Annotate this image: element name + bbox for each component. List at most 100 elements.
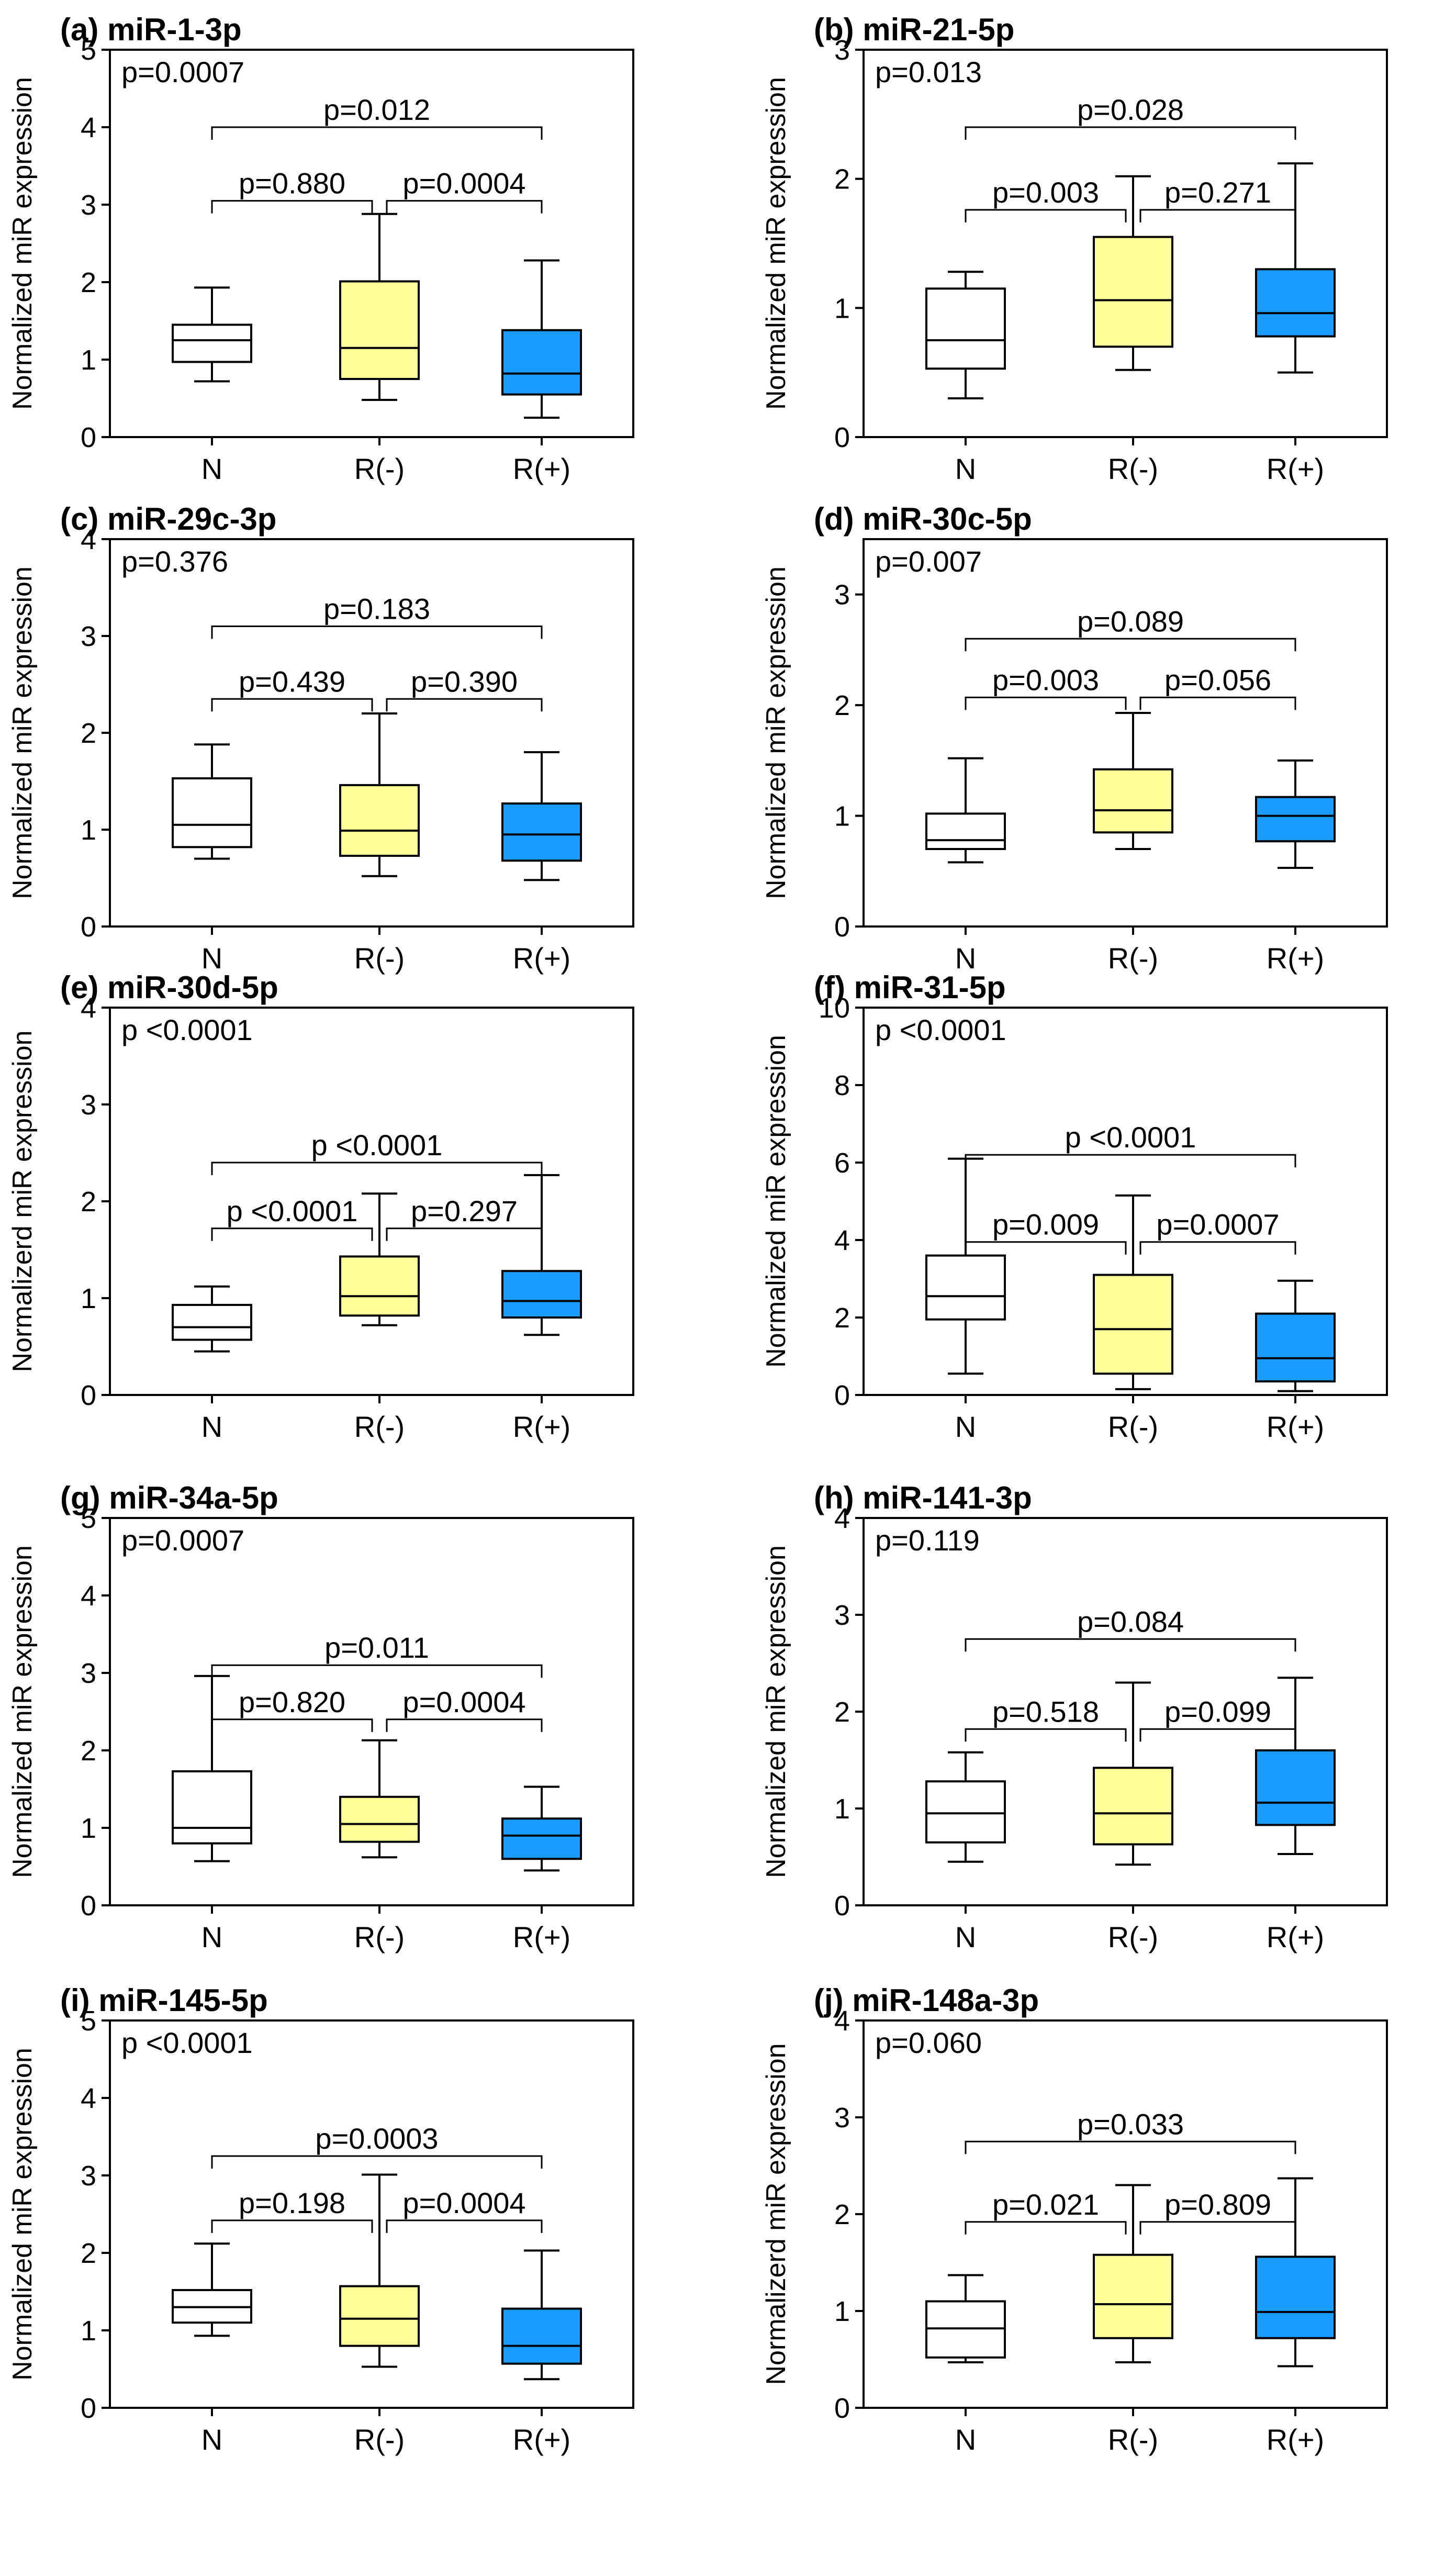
y-axis-label: Normalized miR expression — [7, 566, 38, 899]
y-tick-label: 2 — [834, 1696, 850, 1728]
comparison-bracket: p=0.084 — [965, 1605, 1296, 1652]
x-tick-label: R(+) — [1267, 2423, 1324, 2456]
bracket-line — [386, 1718, 543, 1732]
x-tick-label: R(-) — [1108, 452, 1158, 485]
x-tick-label: N — [955, 942, 976, 975]
comparison-p-value: p=0.009 — [992, 1208, 1099, 1241]
bracket-line — [386, 1227, 543, 1241]
y-tick-label: 3 — [834, 1600, 850, 1631]
box-r — [339, 2173, 420, 2368]
comparison-p-value: p=0.084 — [1077, 1605, 1184, 1638]
box-iqr — [1255, 2256, 1336, 2339]
comparison-p-value: p=0.003 — [992, 663, 1099, 696]
comparison-p-value: p=0.089 — [1077, 605, 1184, 638]
bracket-line — [965, 1638, 1296, 1652]
x-tick-label: R(-) — [354, 1921, 405, 1953]
box-iqr — [1093, 1767, 1173, 1846]
y-tick-label: 0 — [81, 911, 96, 943]
box-r — [1093, 2184, 1173, 2364]
y-axis-label: Normalized miR expression — [761, 77, 791, 410]
box-iqr — [172, 1303, 252, 1341]
panel-title: (i) miR-145-5p — [60, 1983, 268, 2018]
comparison-bracket: p=0.033 — [965, 2107, 1296, 2154]
y-axis-label: Normalized miR expression — [761, 566, 791, 899]
bracket-line — [211, 126, 543, 140]
comparison-bracket: p=0.009 — [965, 1208, 1127, 1255]
y-tick-label: 4 — [834, 2005, 850, 2037]
comparison-p-value: p <0.0001 — [227, 1194, 358, 1227]
box-r — [1093, 711, 1173, 850]
comparison-bracket: p=0.021 — [965, 2188, 1127, 2235]
y-tick-label: 2 — [81, 267, 96, 298]
y-tick-label: 3 — [81, 1658, 96, 1689]
x-tick-label: N — [955, 2423, 976, 2456]
bracket-line — [965, 2221, 1127, 2235]
y-tick-label: 5 — [81, 35, 96, 66]
box-r — [339, 1192, 420, 1326]
y-tick-label: 3 — [81, 1089, 96, 1121]
panel-d-mir-30c-5p: (d) miR-30c-5p Normalized miR expression 0… — [761, 501, 1388, 975]
x-tick-label: N — [201, 1921, 222, 1953]
y-tick-label: 0 — [834, 1890, 850, 1922]
y-tick-label: 3 — [81, 189, 96, 221]
overall-p-value: p=0.0007 — [121, 55, 244, 88]
y-tick-label: 4 — [81, 112, 96, 143]
box-n — [172, 1285, 252, 1353]
bracket-line — [386, 2219, 543, 2233]
y-tick-label: 4 — [81, 2083, 96, 2114]
bracket-line — [386, 200, 543, 214]
panel-b-mir-21-5p: (b) miR-21-5p Normalized miR expression 0 1… — [761, 12, 1388, 485]
box-iqr — [172, 1770, 252, 1845]
box-n — [925, 1157, 1006, 1375]
y-tick-label: 3 — [81, 621, 96, 652]
plot-frame — [109, 49, 634, 438]
y-axis-label: Normalized miR expression — [761, 1545, 791, 1878]
y-tick-label: 1 — [81, 814, 96, 846]
bracket-line — [965, 696, 1127, 710]
box-iqr — [339, 280, 420, 381]
comparison-p-value: p=0.390 — [411, 665, 518, 698]
overall-p-value: p=0.0007 — [121, 1524, 244, 1557]
comparison-bracket: p=0.003 — [965, 663, 1127, 710]
box-r — [339, 213, 420, 401]
panel-title: (j) miR-148a-3p — [814, 1983, 1039, 2018]
x-tick-label: R(-) — [1108, 942, 1158, 975]
box-r — [1093, 175, 1173, 371]
comparison-bracket: p=0.0004 — [386, 2186, 543, 2233]
box-iqr — [501, 2307, 582, 2365]
bracket-line — [211, 1227, 373, 1241]
bracket-line — [965, 1154, 1296, 1168]
comparison-p-value: p=0.033 — [1077, 2107, 1184, 2140]
box-r — [1255, 759, 1336, 869]
comparison-bracket: p=0.0007 — [1139, 1208, 1296, 1255]
box-n — [925, 2274, 1006, 2364]
comparison-bracket: p=0.012 — [211, 93, 543, 140]
box-iqr — [501, 1270, 582, 1319]
comparison-bracket: p <0.0001 — [211, 1194, 373, 1241]
x-tick-label: R(+) — [513, 1410, 570, 1443]
x-tick-label: N — [955, 1410, 976, 1443]
comparison-p-value: p=0.0004 — [402, 167, 525, 200]
comparison-bracket: p=0.0004 — [386, 1685, 543, 1732]
y-tick-label: 0 — [834, 911, 850, 943]
comparison-bracket: p=0.0004 — [386, 167, 543, 214]
y-tick-label: 4 — [81, 992, 96, 1024]
y-axis-label: Normalizerd miR expression — [7, 1030, 38, 1372]
panel-title: (f) miR-31-5p — [814, 970, 1006, 1005]
panel-title: (e) miR-30d-5p — [60, 970, 278, 1005]
comparison-p-value: p=0.0003 — [315, 2122, 438, 2155]
box-n — [925, 1751, 1006, 1863]
y-tick-label: 1 — [81, 344, 96, 376]
box-r — [501, 1174, 582, 1336]
y-tick-label: 1 — [834, 2296, 850, 2327]
comparison-bracket: p=0.820 — [211, 1685, 373, 1732]
bracket-line — [211, 626, 543, 639]
x-tick-label: R(+) — [1267, 1921, 1324, 1953]
box-r — [1255, 162, 1336, 374]
y-tick-label: 4 — [81, 1580, 96, 1612]
y-tick-label: 1 — [834, 293, 850, 324]
x-tick-label: N — [201, 2423, 222, 2456]
comparison-bracket: p=0.390 — [386, 665, 543, 712]
box-iqr — [501, 802, 582, 862]
box-n — [172, 286, 252, 383]
